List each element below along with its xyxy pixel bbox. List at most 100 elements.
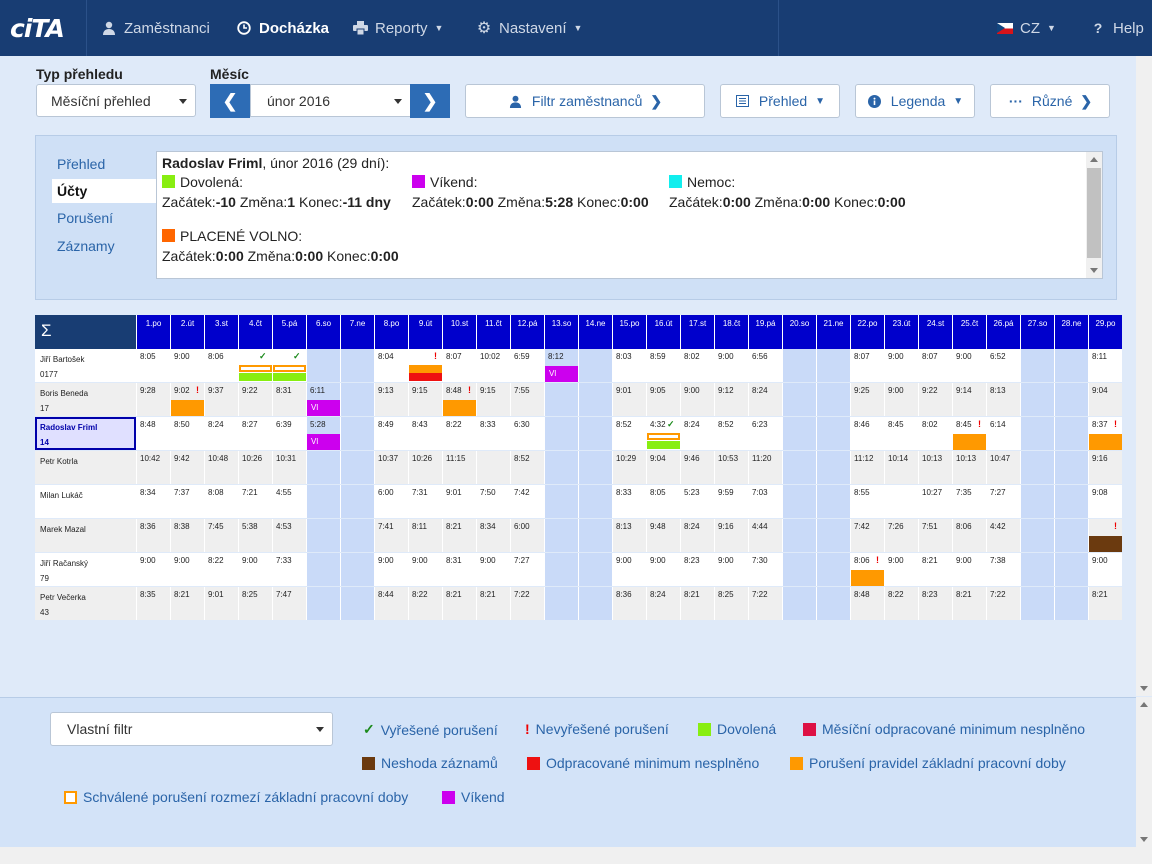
prev-month-button[interactable]: ❮ — [210, 84, 250, 118]
day-cell[interactable]: 8:25 — [714, 587, 748, 620]
day-cell[interactable]: 8:31 — [442, 553, 476, 586]
day-cell[interactable]: 9:00 — [374, 553, 408, 586]
day-cell[interactable] — [306, 451, 340, 484]
info-scrollbar[interactable] — [1086, 152, 1102, 278]
day-header[interactable]: 16.út — [646, 315, 680, 349]
day-cell[interactable]: 8:44 — [374, 587, 408, 620]
day-cell[interactable]: 6:14 — [986, 417, 1020, 450]
day-cell[interactable]: 9:25 — [850, 383, 884, 416]
day-cell[interactable] — [306, 519, 340, 552]
day-cell[interactable] — [884, 485, 918, 518]
day-cell[interactable] — [578, 553, 612, 586]
day-cell[interactable]: 7:45 — [204, 519, 238, 552]
day-header[interactable]: 1.po — [136, 315, 170, 349]
day-header[interactable]: 12.pá — [510, 315, 544, 349]
day-cell[interactable]: 7:22 — [986, 587, 1020, 620]
day-cell[interactable]: 8:24 — [680, 417, 714, 450]
day-cell[interactable]: 9:16 — [1088, 451, 1122, 484]
day-cell[interactable] — [816, 383, 850, 416]
custom-filter-select[interactable]: Vlastní filtr — [50, 712, 333, 746]
day-cell[interactable]: 9:08 — [1088, 485, 1122, 518]
employee-name-cell[interactable]: Jiří Račanský 79 — [35, 553, 136, 586]
day-cell[interactable]: 4:53 — [272, 519, 306, 552]
day-cell[interactable]: 8:27 — [238, 417, 272, 450]
day-cell[interactable]: 5:23 — [680, 485, 714, 518]
scrollbar-thumb[interactable] — [1087, 168, 1101, 258]
day-cell[interactable]: 10:13 — [952, 451, 986, 484]
day-header[interactable]: 27.so — [1020, 315, 1054, 349]
day-cell[interactable]: 9:00 — [476, 553, 510, 586]
day-cell[interactable] — [340, 451, 374, 484]
day-cell[interactable] — [340, 485, 374, 518]
day-header[interactable]: 24.st — [918, 315, 952, 349]
day-cell[interactable]: 8:24 — [646, 587, 680, 620]
day-cell[interactable]: 8:52 — [510, 451, 544, 484]
day-cell[interactable] — [306, 553, 340, 586]
day-cell[interactable] — [1054, 417, 1088, 450]
day-cell[interactable] — [1020, 587, 1054, 620]
day-cell[interactable]: 8:13 — [612, 519, 646, 552]
day-cell[interactable] — [306, 587, 340, 620]
day-cell[interactable]: 7:21 — [238, 485, 272, 518]
day-header[interactable]: 15.po — [612, 315, 646, 349]
day-header[interactable]: 6.so — [306, 315, 340, 349]
day-cell[interactable]: 8:21 — [1088, 587, 1122, 620]
day-header[interactable]: 13.so — [544, 315, 578, 349]
tab-violations[interactable]: Porušení — [57, 210, 114, 226]
day-cell[interactable]: 8:25 — [238, 587, 272, 620]
day-cell[interactable]: 8:33 — [476, 417, 510, 450]
day-cell[interactable]: 9:15 — [476, 383, 510, 416]
day-cell[interactable]: 9:00 — [238, 553, 272, 586]
day-cell[interactable] — [816, 349, 850, 382]
overview-button[interactable]: Přehled ▼ — [720, 84, 840, 118]
day-header[interactable]: 21.ne — [816, 315, 850, 349]
day-header[interactable]: 5.pá — [272, 315, 306, 349]
day-cell[interactable]: 6:59 — [510, 349, 544, 382]
day-cell[interactable]: 10:27 — [918, 485, 952, 518]
day-cell[interactable]: 8:21 — [918, 553, 952, 586]
day-cell[interactable] — [544, 417, 578, 450]
day-cell[interactable] — [782, 553, 816, 586]
day-cell[interactable]: 4:42 — [986, 519, 1020, 552]
day-cell[interactable]: 9:05 — [646, 383, 680, 416]
day-cell[interactable]: 9:13 — [374, 383, 408, 416]
day-cell[interactable]: 9:00 — [884, 349, 918, 382]
day-header[interactable]: 25.čt — [952, 315, 986, 349]
day-cell[interactable]: 8:43 — [408, 417, 442, 450]
day-cell[interactable]: 11:20 — [748, 451, 782, 484]
day-cell[interactable]: 8:50 — [170, 417, 204, 450]
day-cell[interactable] — [1020, 417, 1054, 450]
day-cell[interactable] — [340, 349, 374, 382]
day-cell[interactable]: 7:38 — [986, 553, 1020, 586]
day-cell[interactable] — [578, 519, 612, 552]
employee-name-cell[interactable]: Petr Večerka 43 — [35, 587, 136, 620]
day-cell[interactable]: 7:26 — [884, 519, 918, 552]
day-cell[interactable]: 10:14 — [884, 451, 918, 484]
day-cell[interactable]: 6:00 — [510, 519, 544, 552]
day-cell[interactable]: 8:21 — [442, 519, 476, 552]
employee-name-cell[interactable]: Petr Kotrla — [35, 451, 136, 484]
day-cell[interactable]: 7:50 — [476, 485, 510, 518]
day-cell[interactable] — [1054, 349, 1088, 382]
day-cell[interactable]: 7:35 — [952, 485, 986, 518]
legend-button[interactable]: Legenda ▼ — [855, 84, 975, 118]
day-cell[interactable] — [544, 451, 578, 484]
day-cell[interactable]: 10:02 — [476, 349, 510, 382]
day-cell[interactable] — [782, 587, 816, 620]
day-cell[interactable]: 7:27 — [986, 485, 1020, 518]
day-cell[interactable] — [306, 485, 340, 518]
day-cell[interactable]: 10:29 — [612, 451, 646, 484]
day-cell[interactable]: 8:33 — [612, 485, 646, 518]
day-cell[interactable] — [1020, 553, 1054, 586]
day-header[interactable]: 18.čt — [714, 315, 748, 349]
employee-name-cell[interactable]: Marek Mazal — [35, 519, 136, 552]
day-cell[interactable]: 9:01 — [442, 485, 476, 518]
day-cell[interactable]: 9:37 — [204, 383, 238, 416]
day-cell[interactable]: 8:22 — [884, 587, 918, 620]
day-cell[interactable]: 8:23 — [918, 587, 952, 620]
day-cell[interactable]: 9:42 — [170, 451, 204, 484]
day-cell[interactable]: 6:00 — [374, 485, 408, 518]
day-cell[interactable]: 7:22 — [510, 587, 544, 620]
nav-item-reports[interactable]: Reporty ▼ — [352, 0, 443, 56]
day-cell[interactable] — [1020, 383, 1054, 416]
